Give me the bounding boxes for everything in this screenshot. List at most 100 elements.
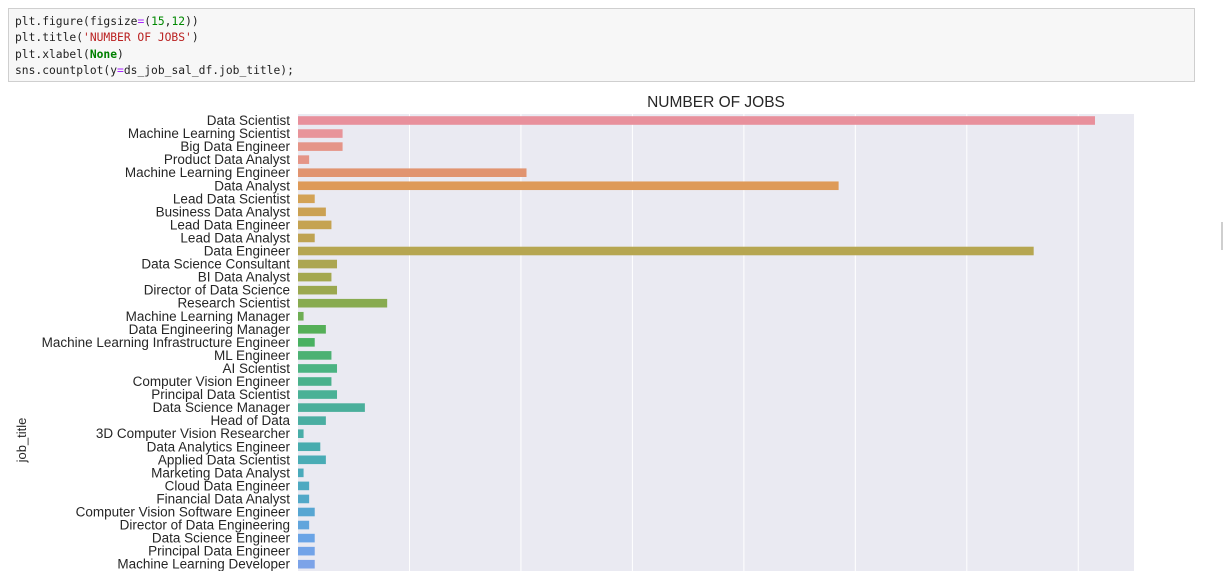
y-tick-label: Lead Data Analyst <box>180 230 290 245</box>
y-tick-label: Cloud Data Engineer <box>165 478 291 493</box>
y-tick-label: Data Analytics Engineer <box>147 439 291 454</box>
y-tick-label: Data Engineering Manager <box>129 322 291 337</box>
bar <box>298 533 315 543</box>
bar <box>298 520 310 530</box>
y-tick-label: Financial Data Analyst <box>156 491 290 506</box>
bar <box>298 272 332 282</box>
bar <box>298 338 315 347</box>
code-token: ( <box>144 15 152 28</box>
code-token: = <box>117 63 124 77</box>
code-token: plt.figure(figsize <box>15 15 138 28</box>
code-token: 15 <box>151 15 165 28</box>
y-tick-label: Machine Learning Infrastructure Engineer <box>42 335 291 350</box>
bar <box>298 181 839 191</box>
bar <box>298 377 332 386</box>
y-tick-label: Data Analyst <box>214 178 290 193</box>
bar <box>298 481 310 491</box>
bar <box>298 559 315 569</box>
y-tick-label: Principal Data Engineer <box>148 544 290 559</box>
code-line: sns.countplot(y=ds_job_sal_df.job_title)… <box>15 63 1188 79</box>
code-token: plt.title( <box>15 31 84 45</box>
y-tick-label: Data Science Consultant <box>141 257 290 272</box>
chart-title: NUMBER OF JOBS <box>647 94 785 111</box>
y-tick-label: Lead Data Scientist <box>173 191 290 206</box>
scrollbar-marker[interactable] <box>1221 222 1223 250</box>
bar <box>298 364 338 373</box>
code-token: None <box>89 47 118 61</box>
y-tick-label: Machine Learning Manager <box>126 309 291 324</box>
y-tick-label: Data Engineer <box>204 244 291 259</box>
bar <box>298 220 332 230</box>
y-tick-label: Marketing Data Analyst <box>151 465 290 480</box>
bars <box>298 116 1095 569</box>
y-tick-label: Machine Learning Engineer <box>125 165 291 180</box>
bar <box>298 416 326 425</box>
bar <box>298 285 338 295</box>
bar <box>298 390 338 399</box>
code-token: ) <box>117 47 124 61</box>
bar <box>298 468 304 478</box>
y-tick-label: 3D Computer Vision Researcher <box>96 426 291 441</box>
bar <box>298 311 304 321</box>
bar <box>298 494 310 504</box>
bar <box>298 351 332 360</box>
y-tick-label: Computer Vision Software Engineer <box>76 505 291 520</box>
gridlines <box>408 114 1079 574</box>
y-tick-label: Director of Data Engineering <box>120 518 290 533</box>
bar <box>298 546 315 556</box>
y-tick-label: Machine Learning Developer <box>117 557 290 571</box>
bar <box>298 442 321 452</box>
bar <box>298 207 326 217</box>
bar <box>298 116 1095 125</box>
y-tick-label: Data Science Manager <box>153 400 291 415</box>
y-tick-label: AI Scientist <box>222 361 290 376</box>
bar <box>298 455 326 465</box>
code-token: 12 <box>171 15 186 28</box>
code-token: sns.countplot(y <box>15 63 118 77</box>
bar <box>298 325 326 334</box>
bar <box>298 246 1034 256</box>
code-token: )) <box>185 15 199 28</box>
output-area: Data Scientist Machine Learning Scientist… <box>0 90 1223 574</box>
bar <box>298 168 527 177</box>
code-token: plt.xlabel( <box>15 47 90 61</box>
y-tick-label: Data Science Engineer <box>152 531 291 546</box>
y-tick-label: Big Data Engineer <box>180 139 290 154</box>
y-tick-label: Applied Data Scientist <box>158 452 290 467</box>
y-tick-label: Principal Data Scientist <box>151 387 290 402</box>
code-token: ds_job_sal_df.job_title); <box>123 63 294 77</box>
code-cell[interactable]: plt.figure(figsize=(15,12)) plt.title('NU… <box>8 8 1195 82</box>
code-line: plt.xlabel(None) <box>15 47 1188 63</box>
bar <box>298 259 338 269</box>
bar <box>298 233 315 243</box>
bar <box>298 298 388 308</box>
y-tick-label: Computer Vision Engineer <box>133 374 291 389</box>
y-tick-label: Director of Data Science <box>144 283 290 298</box>
y-tick-label: Data Scientist <box>207 113 291 128</box>
bar <box>298 194 315 204</box>
code-token: ) <box>191 31 199 45</box>
y-tick-label: Head of Data <box>210 413 290 428</box>
code-token: = <box>137 15 145 28</box>
bar <box>298 129 343 138</box>
code-token: 'NUMBER OF JOBS' <box>83 31 192 45</box>
code-line: plt.title('NUMBER OF JOBS') <box>15 30 1188 46</box>
bar <box>298 429 304 438</box>
bar <box>298 403 365 412</box>
y-tick-label: ML Engineer <box>214 348 291 363</box>
y-axis-label: job_title <box>14 418 29 464</box>
bar <box>298 507 315 517</box>
y-tick-label: Lead Data Engineer <box>170 217 291 232</box>
y-tick-label: Product Data Analyst <box>164 152 290 167</box>
y-tick-label: BI Data Analyst <box>198 270 291 285</box>
code-line: plt.figure(figsize=(15,12)) <box>15 14 1188 30</box>
plot-background <box>298 114 1134 574</box>
bar <box>298 155 310 164</box>
y-tick-label: Business Data Analyst <box>156 204 291 219</box>
y-tick-label: Machine Learning Scientist <box>128 126 290 141</box>
y-tick-label: Research Scientist <box>177 296 290 311</box>
bar <box>298 142 343 151</box>
code-token: , <box>164 15 172 28</box>
